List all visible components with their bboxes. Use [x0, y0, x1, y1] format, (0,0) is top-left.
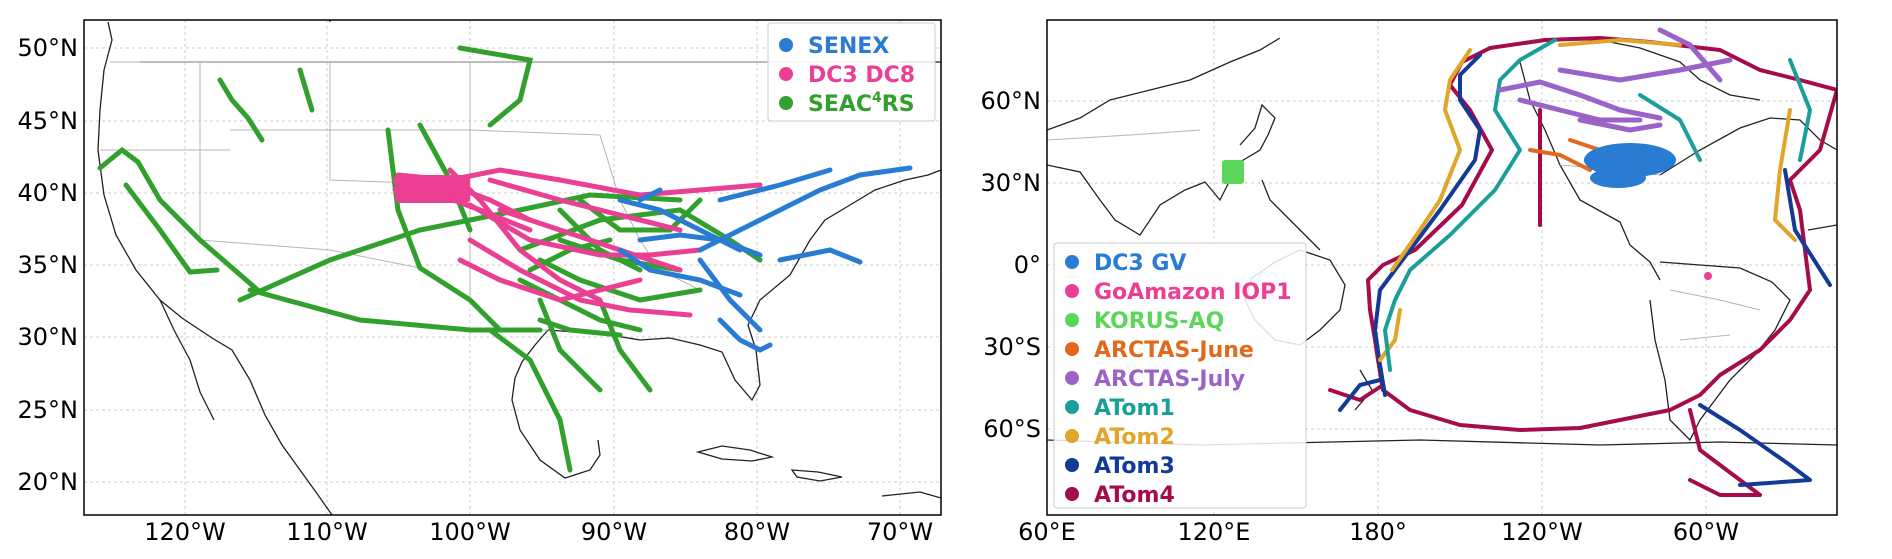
left-x-tick: 80°W [724, 518, 790, 546]
right-y-tick: 30°S [983, 333, 1041, 361]
right-y-tick: 60°S [983, 415, 1041, 443]
left-y-tick: 50°N [18, 34, 79, 62]
left-y-tick: 30°N [18, 323, 79, 351]
left-y-tick: 25°N [18, 396, 79, 424]
left-axes-frame [83, 19, 942, 516]
right-x-tick: 60°E [1018, 518, 1076, 546]
legend-marker-atom1 [1065, 400, 1079, 414]
left-y-tick: 45°N [18, 107, 79, 135]
left-map-panel: SENEX DC3 DC8 SEAC4RS 50°N 45°N 40°N 35°… [18, 19, 942, 546]
legend-marker-goamazon-iop1 [1065, 284, 1079, 298]
right-x-tick: 60°W [1673, 518, 1739, 546]
legend-marker-korus-aq [1065, 313, 1079, 327]
dc3-gv-tracks [1584, 143, 1676, 188]
legend-label-atom1: ATom1 [1094, 396, 1175, 421]
legend-label-atom2: ATom2 [1094, 425, 1175, 450]
left-x-tick: 70°W [867, 518, 933, 546]
atom1-tracks [1383, 38, 1812, 372]
left-x-tick: 120°W [144, 518, 226, 546]
legend-marker-atom4 [1065, 487, 1079, 501]
atom3-tracks [1338, 53, 1832, 487]
left-y-tick: 35°N [18, 251, 79, 279]
atom2-tracks [1378, 38, 1797, 362]
legend-label-atom3: ATom3 [1094, 454, 1175, 479]
right-x-tick: 120°E [1178, 518, 1251, 546]
left-x-tick: 90°W [581, 518, 647, 546]
legend-marker-seac4rs [779, 96, 793, 110]
legend-marker-atom3 [1065, 458, 1079, 472]
legend-label-arctas-june: ARCTAS-June [1094, 338, 1254, 363]
right-x-tick: 180° [1349, 518, 1407, 546]
legend-label-korus-aq: KORUS-AQ [1094, 309, 1224, 334]
legend-marker-dc3-gv [1065, 255, 1079, 269]
legend-label-senex: SENEX [808, 34, 889, 59]
arctas-july-tracks [1497, 27, 1733, 133]
legend-marker-atom2 [1065, 429, 1079, 443]
goamazon-tracks [1704, 272, 1712, 280]
left-y-tick: 40°N [18, 179, 79, 207]
right-map-panel: DC3 GV GoAmazon IOP1 KORUS-AQ ARCTAS-Jun… [981, 19, 1838, 546]
right-x-tick-labels: 60°E 120°E 180° 120°W 60°W [1018, 518, 1739, 546]
right-y-tick: 30°N [981, 169, 1042, 197]
right-axes-frame [1046, 19, 1838, 516]
left-x-tick-labels: 120°W 110°W 100°W 90°W 80°W 70°W [144, 518, 933, 546]
senex-tracks [617, 165, 913, 353]
dc3-dc8-dense [395, 175, 470, 203]
right-y-tick-labels: 60°N 30°N 0° 30°S 60°S [981, 87, 1042, 443]
legend-marker-arctas-june [1065, 342, 1079, 356]
left-legend: SENEX DC3 DC8 SEAC4RS [767, 22, 936, 122]
legend-label-atom4: ATom4 [1094, 483, 1175, 508]
legend-label-dc3-dc8: DC3 DC8 [808, 63, 915, 88]
legend-marker-senex [779, 38, 793, 52]
legend-marker-arctas-july [1065, 371, 1079, 385]
legend-label-seac4rs: SEAC4RS [808, 90, 915, 117]
right-legend: DC3 GV GoAmazon IOP1 KORUS-AQ ARCTAS-Jun… [1053, 242, 1307, 509]
legend-label-goamazon-iop1: GoAmazon IOP1 [1094, 280, 1292, 305]
seac4rs-tracks [97, 45, 763, 473]
atom4-tracks [1328, 36, 1837, 497]
right-x-tick: 120°W [1501, 518, 1583, 546]
arctas-june-tracks [1528, 138, 1602, 172]
legend-label-arctas-july: ARCTAS-July [1094, 367, 1245, 392]
right-y-tick: 0° [1014, 251, 1041, 279]
right-y-tick: 60°N [981, 87, 1042, 115]
left-x-tick: 100°W [429, 518, 511, 546]
left-y-tick-labels: 50°N 45°N 40°N 35°N 30°N 25°N 20°N [18, 34, 79, 496]
legend-marker-dc3-dc8 [779, 67, 793, 81]
left-y-tick: 20°N [18, 468, 79, 496]
left-x-tick: 110°W [286, 518, 368, 546]
legend-label-dc3-gv: DC3 GV [1094, 251, 1186, 276]
korus-aq-tracks [1222, 160, 1244, 184]
